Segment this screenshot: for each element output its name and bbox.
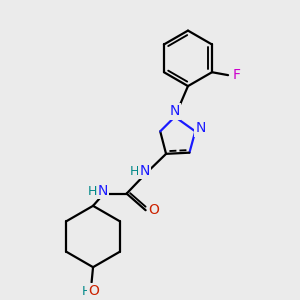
Text: F: F xyxy=(232,68,240,82)
Text: H: H xyxy=(130,165,139,178)
Text: N: N xyxy=(169,104,180,118)
Text: O: O xyxy=(148,203,159,217)
Text: H: H xyxy=(88,185,98,198)
Text: N: N xyxy=(98,184,108,198)
Text: N: N xyxy=(140,164,150,178)
Text: N: N xyxy=(195,122,206,135)
Text: O: O xyxy=(88,284,99,298)
Text: H: H xyxy=(82,285,91,298)
